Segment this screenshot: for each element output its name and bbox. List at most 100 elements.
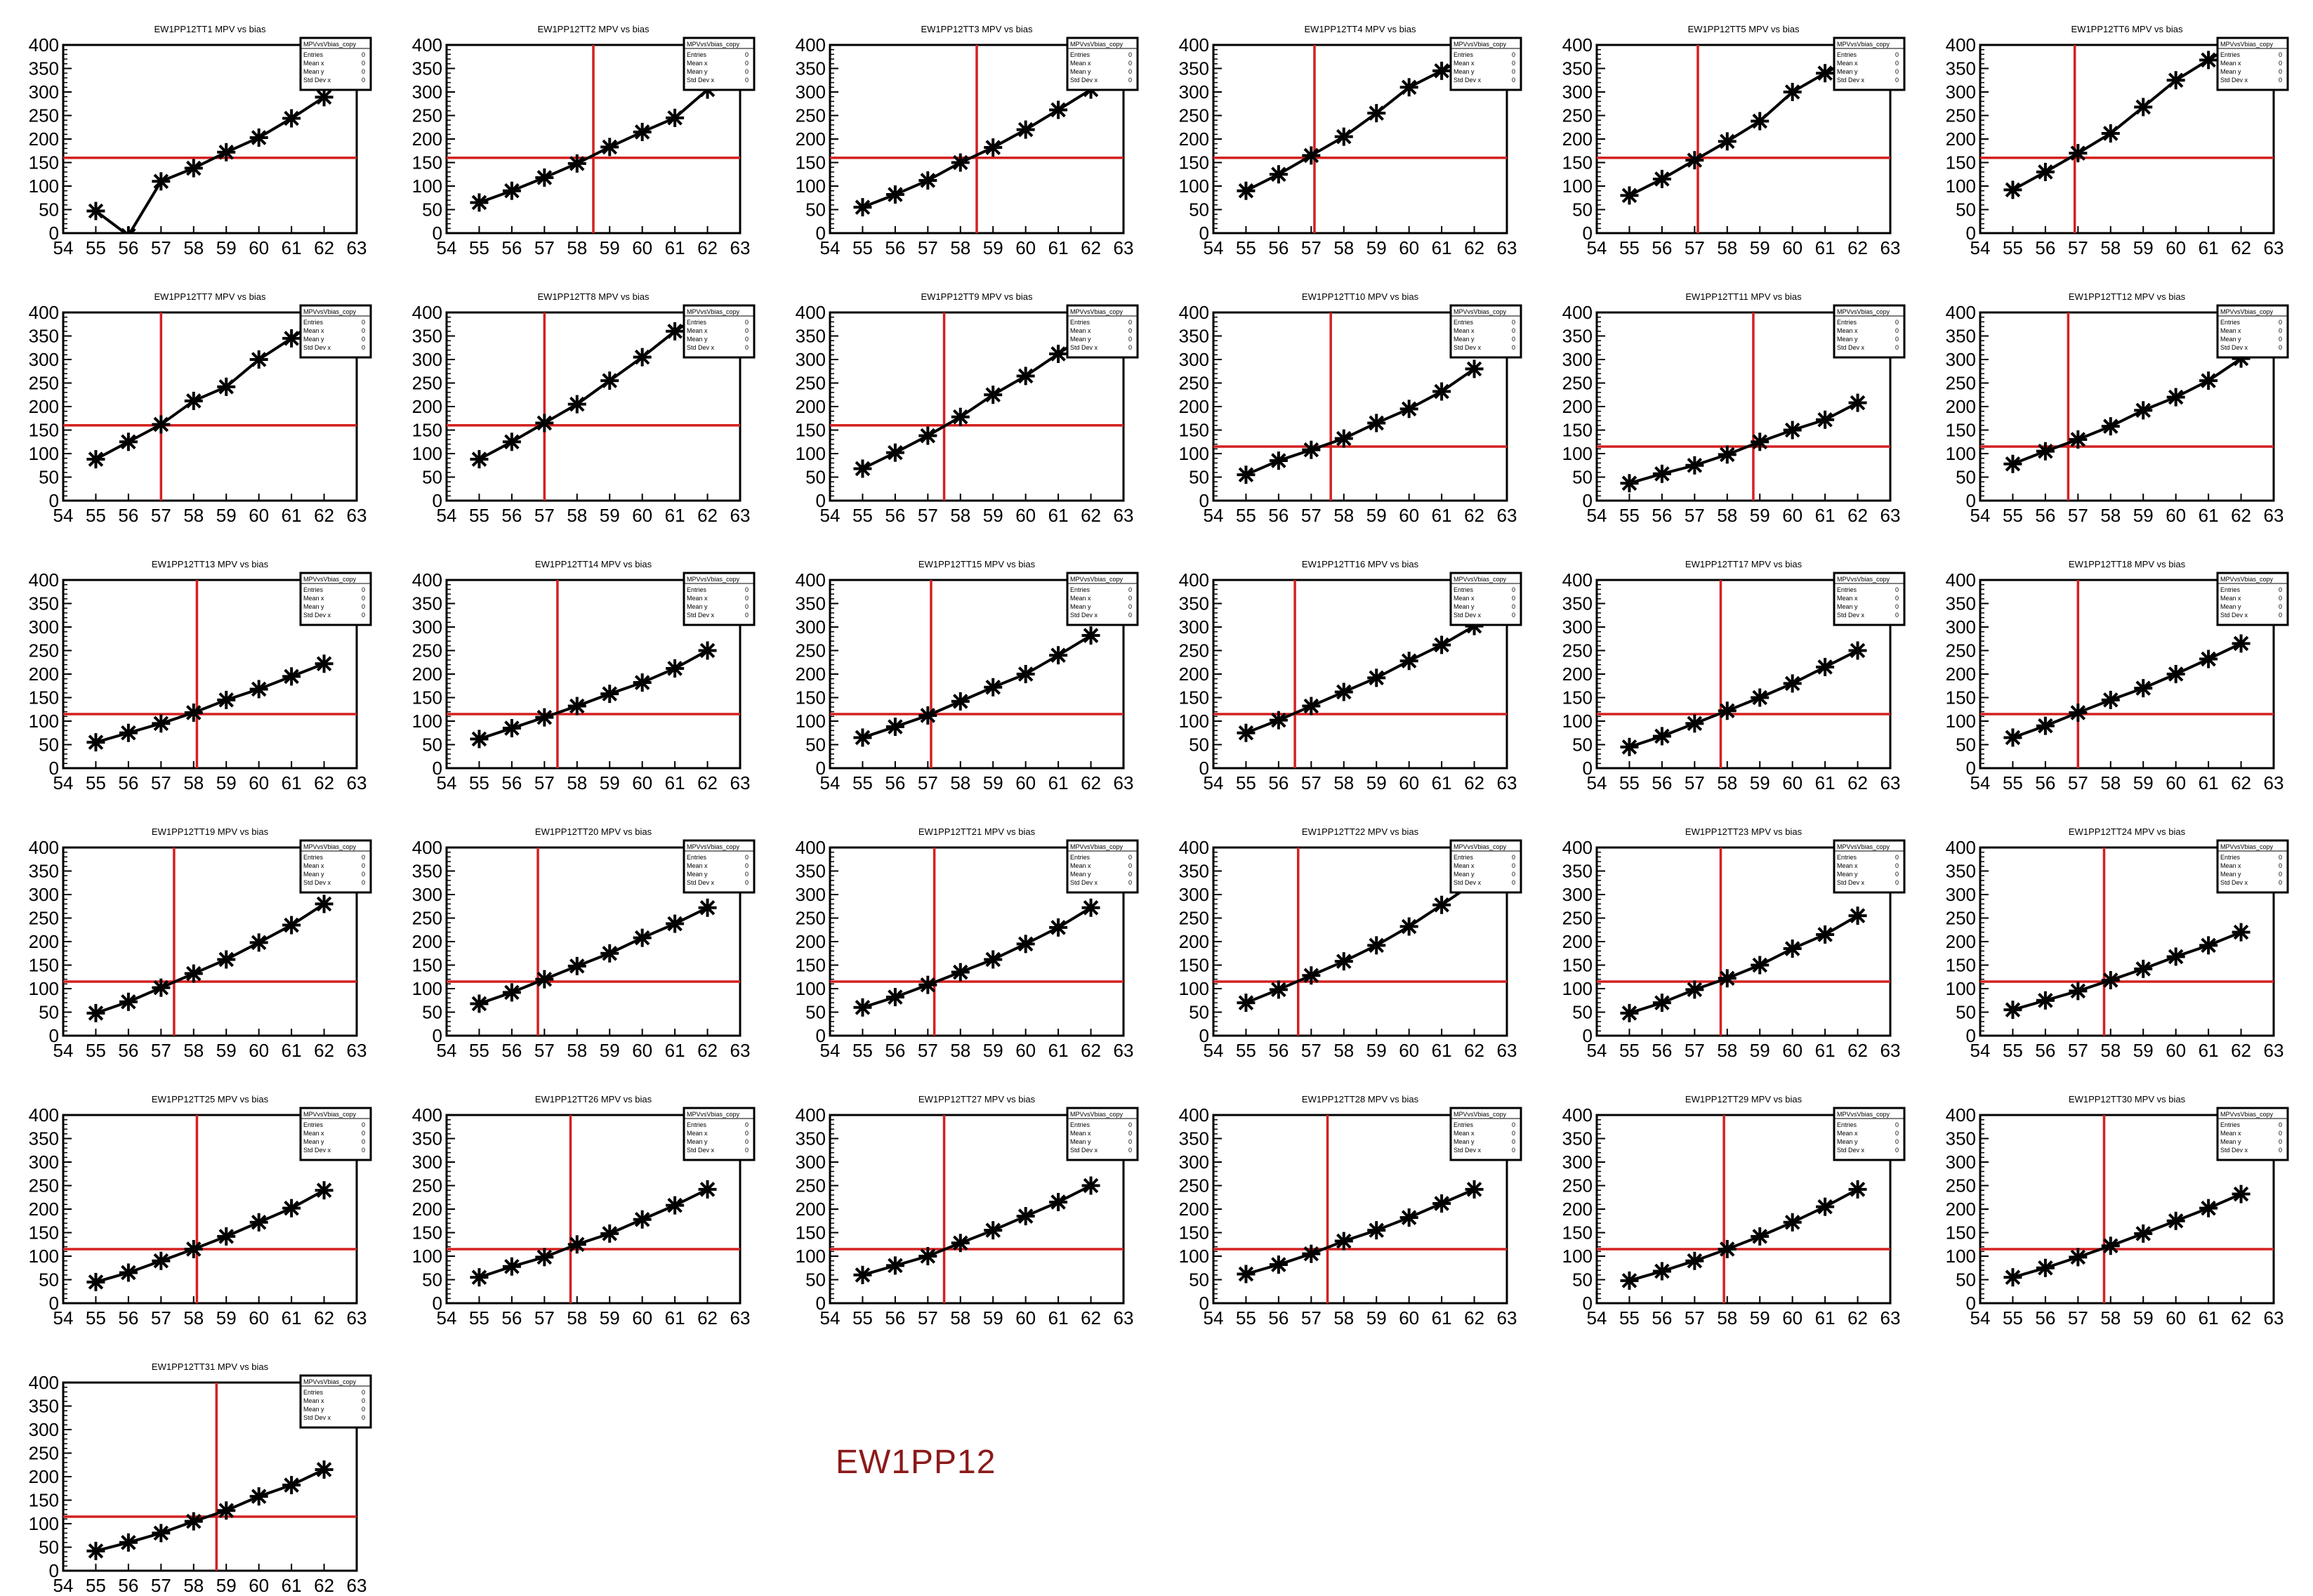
- x-tick-label: 56: [885, 1040, 905, 1061]
- x-tick-label: 55: [1236, 1307, 1256, 1328]
- data-point: [315, 88, 334, 107]
- stats-row-label: Mean y: [1454, 603, 1475, 610]
- stats-row-label: Mean y: [303, 68, 324, 75]
- stats-row-value: 0: [2279, 612, 2282, 619]
- data-point: [2036, 716, 2055, 735]
- x-tick-label: 57: [534, 772, 555, 793]
- data-point: [282, 329, 301, 348]
- y-tick-label: 400: [1946, 34, 1976, 55]
- stats-box: MPVvsVbias_copy Entries 0 Mean x 0 Mean y 0 Std…: [1449, 572, 1522, 626]
- data-point: [2134, 1224, 2153, 1243]
- data-point: [984, 138, 1003, 157]
- data-point: [1016, 367, 1035, 385]
- data-point: [470, 730, 489, 748]
- stats-row-label: Std Dev x: [1454, 77, 1482, 84]
- y-tick-label: 0: [49, 1293, 59, 1314]
- chart-title: EW1PP12TT30 MPV vs bias: [2069, 1094, 2186, 1104]
- x-tick-label: 60: [1015, 237, 1036, 258]
- stats-box-frame: [1833, 304, 1906, 359]
- stats-box: MPVvsVbias_copy Entries 0 Mean x 0 Mean y 0 Std…: [2216, 1107, 2289, 1161]
- series-group: [86, 1181, 334, 1291]
- y-tick-label: 400: [796, 34, 826, 55]
- series-line: [2012, 45, 2236, 192]
- y-tick-label: 200: [1946, 396, 1976, 417]
- x-tick-label: 54: [1970, 1307, 1991, 1328]
- stats-box-header: MPVvsVbias_copy: [1070, 1111, 1123, 1118]
- stats-row-value: 0: [1512, 77, 1515, 84]
- y-tick-label: 0: [433, 1025, 442, 1046]
- data-point: [86, 1003, 105, 1022]
- y-tick-label: 400: [1562, 569, 1593, 591]
- x-tick-label: 59: [1750, 1307, 1770, 1328]
- stats-row-label: Entries: [1454, 319, 1474, 326]
- y-tick-label: 250: [29, 908, 59, 929]
- stats-box-header: MPVvsVbias_copy: [1454, 41, 1507, 48]
- data-point: [2134, 679, 2153, 698]
- y-tick-label: 0: [816, 758, 826, 779]
- y-tick-label: 250: [412, 373, 442, 394]
- x-tick-label: 54: [437, 1307, 457, 1328]
- x-tick-label: 62: [314, 237, 334, 258]
- y-tick-label: 200: [1946, 931, 1976, 952]
- stats-row-label: Entries: [1837, 854, 1857, 861]
- data-point: [217, 143, 236, 161]
- stats-row-value: 0: [2279, 1138, 2282, 1145]
- data-point: [984, 678, 1003, 697]
- data-point: [1367, 936, 1386, 955]
- stats-row-value: 0: [362, 1138, 365, 1145]
- x-tick-label: 63: [347, 772, 367, 793]
- x-tick-label: 57: [151, 1307, 171, 1328]
- stats-row-value: 0: [1128, 1121, 1132, 1128]
- stats-row-value: 0: [745, 1130, 749, 1137]
- series-group: [86, 654, 334, 752]
- stats-row-value: 0: [362, 336, 365, 343]
- chart-panel-31: EW1PP12TT31 MPV vs bias05010015020025030…: [29, 1361, 372, 1596]
- y-tick-label: 300: [1946, 1152, 1976, 1173]
- x-tick-label: 54: [1587, 1307, 1607, 1328]
- stats-row-value: 0: [362, 595, 365, 602]
- stats-row-value: 0: [1895, 595, 1899, 602]
- chart-title: EW1PP12TT6 MPV vs bias: [2071, 24, 2183, 34]
- stats-box-header: MPVvsVbias_copy: [1837, 308, 1890, 315]
- x-tick-label: 60: [249, 1307, 269, 1328]
- stats-row-value: 0: [745, 77, 749, 84]
- chart-title: EW1PP12TT7 MPV vs bias: [154, 291, 266, 302]
- data-point: [918, 171, 937, 190]
- stats-box: MPVvsVbias_copy Entries 0 Mean x 0 Mean y 0 Std…: [299, 304, 372, 359]
- data-point: [951, 153, 970, 172]
- x-tick-label: 54: [820, 1040, 841, 1061]
- data-point: [1783, 1213, 1802, 1232]
- x-tick-label: 56: [2035, 1040, 2055, 1061]
- data-point: [2101, 417, 2120, 436]
- x-tick-label: 55: [1236, 505, 1256, 526]
- stats-row-label: Entries: [303, 51, 324, 58]
- stats-row-value: 0: [1512, 612, 1515, 619]
- x-tick-label: 54: [1970, 505, 1991, 526]
- y-tick-label: 0: [1199, 758, 1209, 779]
- x-tick-label: 57: [1685, 772, 1705, 793]
- x-tick-label: 62: [1081, 772, 1101, 793]
- series-line: [862, 906, 1092, 1009]
- chart-panel-10: EW1PP12TT10 MPV vs bias05010015020025030…: [1179, 291, 1522, 526]
- x-tick-label: 57: [1685, 505, 1705, 526]
- y-tick-label: 350: [29, 1128, 59, 1149]
- x-tick-label: 62: [1464, 237, 1484, 258]
- x-tick-label: 55: [469, 1040, 489, 1061]
- chart-title: EW1PP12TT8 MPV vs bias: [538, 291, 650, 302]
- stats-row-label: Mean y: [1454, 871, 1475, 878]
- data-point: [1816, 64, 1835, 83]
- series-group: [1237, 45, 1484, 200]
- x-tick-label: 63: [347, 1307, 367, 1328]
- stats-row-value: 0: [362, 1147, 365, 1154]
- y-tick-label: 300: [412, 1152, 442, 1173]
- series-line: [478, 906, 709, 1005]
- y-tick-label: 50: [805, 1002, 826, 1023]
- y-tick-label: 350: [796, 1128, 826, 1149]
- chart-title: EW1PP12TT14 MPV vs bias: [535, 559, 652, 569]
- x-tick-label: 55: [1236, 237, 1256, 258]
- stats-row-value: 0: [1512, 1130, 1515, 1137]
- data-point: [184, 1512, 203, 1531]
- y-tick-label: 150: [1946, 1222, 1976, 1244]
- data-point: [698, 641, 717, 660]
- y-tick-label: 100: [1946, 1246, 1976, 1267]
